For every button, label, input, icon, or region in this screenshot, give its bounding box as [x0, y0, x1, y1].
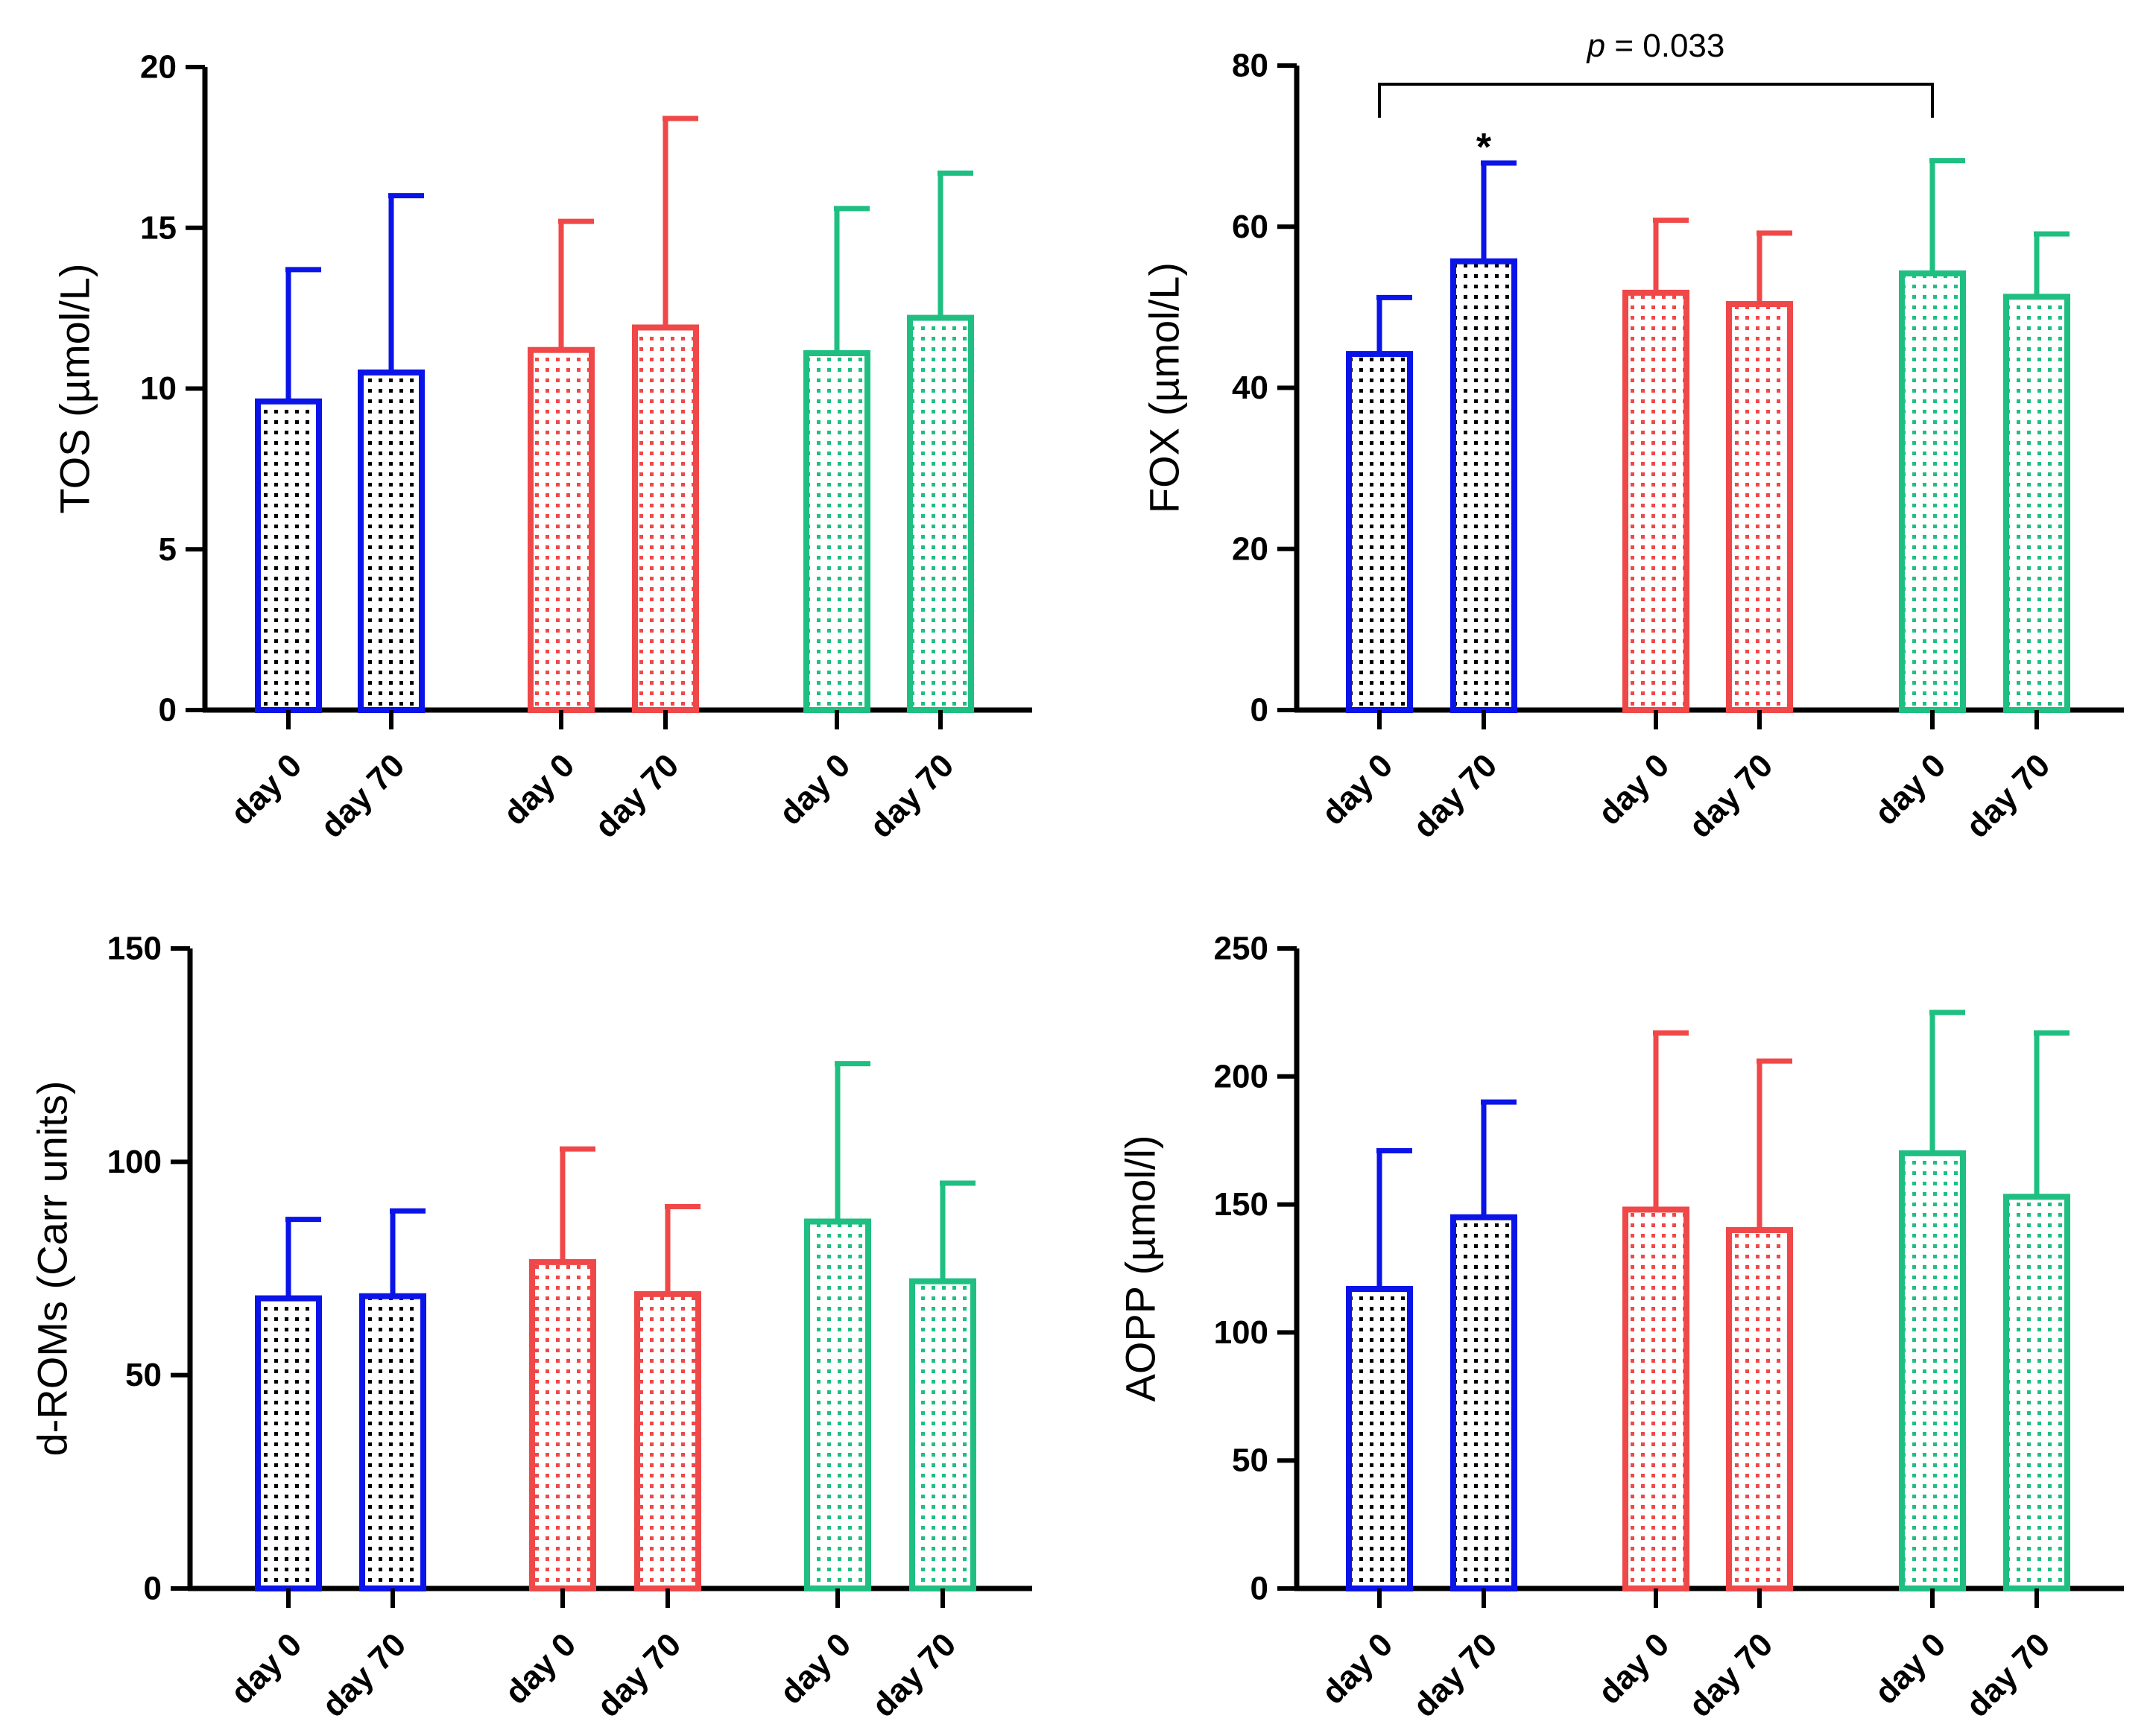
y-tick-label: 0 — [1251, 1571, 1268, 1607]
y-tick-label: 20 — [1232, 530, 1268, 567]
category-label: day 0 — [1868, 1626, 1953, 1711]
y-tick-label: 150 — [1214, 1186, 1268, 1223]
bar — [528, 346, 595, 713]
bar — [2003, 1194, 2070, 1591]
bar — [358, 369, 425, 713]
category-label: day 70 — [1959, 1626, 2058, 1725]
significance-bracket — [1378, 83, 1934, 118]
y-axis-title: AOPP (µmol/l) — [1117, 1135, 1164, 1402]
category-label: day 0 — [496, 747, 581, 832]
y-tick-label: 150 — [107, 931, 162, 967]
y-tick-label: 50 — [1232, 1442, 1268, 1479]
category-label: day 70 — [588, 747, 686, 846]
bar — [255, 398, 322, 713]
y-tick-label: 60 — [1232, 209, 1268, 245]
category-label: day 70 — [865, 1626, 964, 1725]
y-tick-label: 0 — [144, 1571, 162, 1607]
bar — [1622, 1206, 1689, 1592]
bar — [2003, 294, 2070, 714]
category-label: day 0 — [773, 1626, 858, 1711]
y-tick-label: 200 — [1214, 1058, 1268, 1094]
bar — [632, 324, 699, 713]
category-label: day 0 — [224, 1626, 309, 1711]
category-label: day 70 — [1682, 1626, 1780, 1725]
category-label: day 70 — [314, 747, 412, 846]
bar — [909, 1278, 976, 1592]
p-symbol: p — [1586, 28, 1605, 64]
y-tick-label: 10 — [140, 370, 177, 407]
category-label: day 70 — [1406, 747, 1505, 846]
category-label: day 70 — [863, 747, 961, 846]
category-label: day 70 — [315, 1626, 414, 1725]
y-axis-title: d-ROMs (Carr units) — [29, 1080, 76, 1456]
category-label: day 70 — [1682, 747, 1780, 846]
bar — [907, 314, 974, 713]
y-tick-label: 100 — [107, 1144, 162, 1180]
bar — [359, 1293, 426, 1592]
category-label: day 0 — [1591, 1626, 1676, 1711]
p-value: = 0.033 — [1605, 28, 1724, 64]
y-tick-label: 250 — [1214, 931, 1268, 967]
category-label: day 70 — [590, 1626, 689, 1725]
p-value-label: p = 0.033 — [1586, 28, 1725, 64]
bar — [803, 350, 870, 713]
bar — [1346, 351, 1413, 713]
category-label: day 70 — [1406, 1626, 1505, 1725]
bar — [1899, 270, 1966, 713]
y-tick-label: 0 — [1251, 692, 1268, 729]
category-label: day 0 — [1868, 747, 1953, 832]
y-tick-label: 20 — [140, 49, 177, 86]
bar — [255, 1295, 322, 1591]
bar — [634, 1290, 701, 1591]
y-tick-label: 100 — [1214, 1314, 1268, 1351]
bar — [1346, 1285, 1413, 1592]
category-label: day 0 — [498, 1626, 583, 1711]
y-tick-label: 0 — [159, 692, 177, 729]
category-label: day 0 — [1315, 1626, 1400, 1711]
category-label: day 0 — [1591, 747, 1676, 832]
bar — [529, 1258, 596, 1592]
y-tick-label: 40 — [1232, 370, 1268, 406]
category-label: day 0 — [1315, 747, 1400, 832]
category-label: day 0 — [224, 747, 309, 832]
y-tick-label: 5 — [159, 531, 177, 568]
bar — [1726, 301, 1793, 713]
y-tick-label: 15 — [140, 209, 177, 246]
bar — [1450, 258, 1517, 713]
y-axis-title: FOX (µmol/L) — [1141, 262, 1188, 513]
bar — [1622, 289, 1689, 714]
y-tick-label: 50 — [125, 1357, 162, 1393]
category-label: day 0 — [772, 747, 857, 832]
y-tick-label: 80 — [1232, 48, 1268, 84]
bar — [1726, 1226, 1793, 1591]
bar — [1899, 1150, 1966, 1591]
category-label: day 70 — [1959, 747, 2058, 846]
bar — [1450, 1214, 1517, 1592]
bar — [804, 1218, 871, 1592]
y-axis-title: TOS (µmol/L) — [51, 263, 98, 513]
significance-star: * — [1476, 126, 1492, 169]
